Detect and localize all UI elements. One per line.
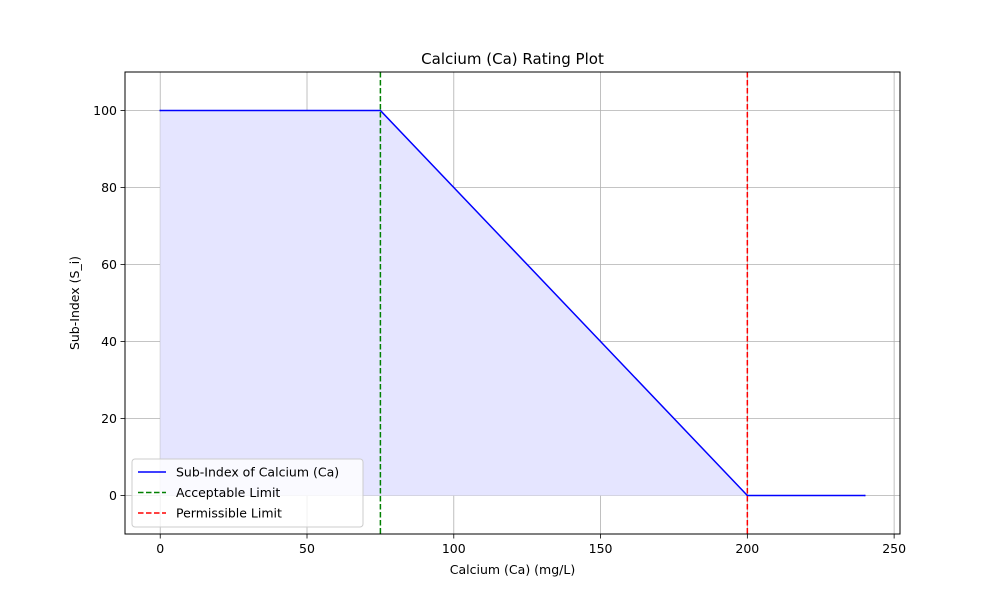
tick-layer: 0 50 100 150 200 250 0 20 40 60 80 100 [93, 103, 906, 556]
x-tick-label: 200 [735, 541, 759, 556]
reference-lines-layer [379, 72, 749, 534]
x-tick-label: 100 [442, 541, 466, 556]
plot-area-frame [124, 71, 901, 535]
y-tick-label: 100 [93, 103, 117, 118]
y-tick-label: 40 [101, 334, 117, 349]
legend: Sub-Index of Calcium (Ca) Acceptable Lim… [131, 458, 364, 528]
series-layer [159, 109, 866, 497]
legend-box [131, 458, 364, 528]
data-point [159, 109, 161, 112]
chart-title: Calcium (Ca) Rating Plot [421, 50, 604, 68]
y-tick-label: 60 [101, 257, 117, 272]
data-point [864, 494, 866, 497]
legend-entry-sub-index: Sub-Index of Calcium (Ca) [176, 465, 339, 480]
data-point [746, 494, 749, 497]
series-line [159, 109, 866, 497]
x-tick-label: 250 [882, 541, 906, 556]
legend-entry-acceptable-limit: Acceptable Limit [176, 485, 280, 500]
data-point [379, 109, 382, 112]
x-tick-label: 0 [156, 541, 164, 556]
y-axis-label: Sub-Index (S_i) [67, 256, 82, 350]
y-tick-label: 0 [109, 488, 117, 503]
y-tick-label: 20 [101, 411, 117, 426]
y-tick-label: 80 [101, 180, 117, 195]
legend-entry-permissible-limit: Permissible Limit [176, 506, 282, 521]
fill-layer [160, 110, 865, 496]
x-tick-label: 150 [589, 541, 613, 556]
x-tick-label: 50 [299, 541, 315, 556]
series-fill-area [160, 110, 865, 496]
x-axis-label: Calcium (Ca) (mg/L) [450, 562, 575, 577]
